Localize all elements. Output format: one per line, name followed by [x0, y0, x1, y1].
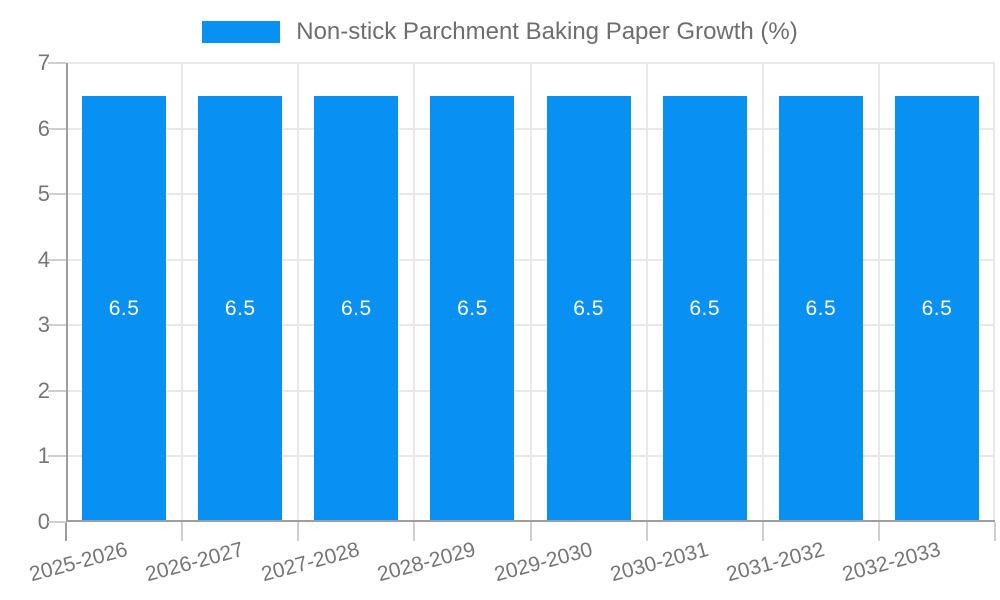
- gridline-vertical: [877, 63, 880, 522]
- y-axis-tick-label: 4: [37, 246, 50, 272]
- bar-value-label: 6.5: [457, 296, 488, 320]
- chart-bar: 6.5: [198, 95, 283, 522]
- legend: Non-stick Parchment Baking Paper Growth …: [0, 18, 1000, 45]
- bar-value-label: 6.5: [573, 296, 604, 320]
- x-axis-category-label: 2025-2026: [27, 538, 131, 587]
- y-axis-tick: [48, 62, 66, 64]
- y-axis-tick: [48, 455, 66, 458]
- bar-value-label: 6.5: [340, 296, 372, 320]
- x-axis-tick: [413, 522, 416, 541]
- x-axis-tick: [645, 522, 648, 541]
- chart-bar: 6.5: [314, 95, 399, 522]
- chart-bar: 6.5: [430, 95, 515, 522]
- gridline-vertical: [297, 63, 300, 522]
- y-axis-tick: [48, 258, 66, 261]
- chart-bar: 6.5: [662, 95, 747, 522]
- legend-swatch: [202, 21, 281, 43]
- x-axis-tick: [297, 522, 300, 541]
- x-axis-tick: [529, 522, 532, 541]
- gridline-vertical: [181, 63, 184, 522]
- y-axis-line: [66, 63, 68, 522]
- bar-value-label: 6.5: [224, 296, 256, 320]
- chart-bar: 6.5: [894, 95, 979, 522]
- chart-bar: 6.5: [546, 95, 631, 522]
- bar-value-label: 6.5: [921, 296, 953, 320]
- x-axis-tick: [65, 522, 67, 541]
- y-axis-tick-label: 0: [37, 509, 50, 534]
- y-axis-tick: [48, 127, 66, 130]
- x-axis-baseline: [66, 520, 995, 522]
- plot-area: 6.5 6.5 6.5 6.5 6.5 6.5 6.5 6.5: [65, 62, 996, 541]
- bar-value-label: 6.5: [689, 296, 721, 320]
- bar-value-label: 6.5: [108, 296, 140, 320]
- x-axis-category-label: 2026-2027: [143, 538, 247, 587]
- x-axis-category-label: 2030-2031: [607, 538, 711, 587]
- chart-bar: 6.5: [778, 95, 863, 522]
- y-axis-tick: [48, 324, 66, 327]
- gridline-vertical: [413, 63, 416, 522]
- gridline-vertical: [529, 63, 532, 522]
- x-axis-tick: [181, 522, 184, 541]
- y-axis-tick-label: 7: [37, 50, 50, 75]
- gridline-vertical: [761, 63, 764, 522]
- x-axis-category-label: 2028-2029: [375, 538, 479, 587]
- bar-value-label: 6.5: [805, 296, 837, 320]
- gridline-vertical: [993, 63, 995, 522]
- y-axis-tick: [48, 389, 66, 392]
- x-axis-tick: [877, 522, 880, 541]
- y-axis-tick-label: 3: [37, 312, 50, 338]
- x-axis-tick: [994, 522, 996, 541]
- y-axis-tick-label: 6: [37, 115, 50, 141]
- y-axis-tick-label: 2: [37, 377, 50, 403]
- gridline-vertical: [645, 63, 648, 522]
- y-axis-tick-label: 1: [37, 443, 50, 469]
- chart-bar: 6.5: [82, 95, 167, 522]
- x-axis-category-label: 2032-2033: [839, 538, 943, 587]
- x-axis-category-label: 2027-2028: [259, 538, 363, 587]
- legend-label: Non-stick Parchment Baking Paper Growth …: [296, 18, 798, 45]
- y-axis-tick: [48, 521, 66, 523]
- y-axis-tick: [48, 193, 66, 196]
- y-axis-tick-label: 5: [37, 181, 50, 207]
- x-axis: 2025-2026 2026-2027 2027-2028 2028-2029 2029…: [27, 522, 995, 600]
- x-axis-category-label: 2029-2030: [491, 538, 595, 587]
- x-axis-category-label: 2031-2032: [723, 538, 827, 587]
- x-axis-tick: [761, 522, 764, 541]
